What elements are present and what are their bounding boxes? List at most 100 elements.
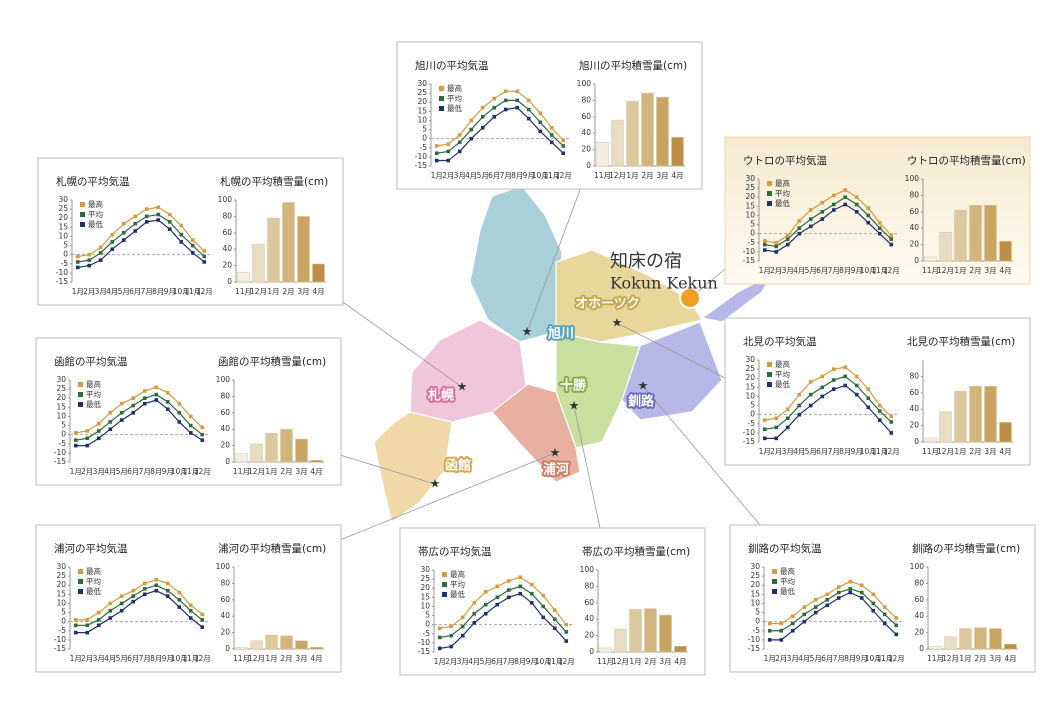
y-tick-label: 20 xyxy=(420,583,430,592)
legend-label: 平均 xyxy=(88,209,103,219)
point xyxy=(472,601,477,605)
series-line xyxy=(75,393,203,441)
legend-label: 最低 xyxy=(86,586,101,596)
point xyxy=(790,621,795,626)
point xyxy=(877,231,882,236)
point xyxy=(188,431,193,435)
point xyxy=(762,418,767,422)
point xyxy=(889,414,894,419)
x-tick-label: 12月 xyxy=(883,266,900,275)
y-tick-label: 80 xyxy=(584,581,594,590)
point xyxy=(854,383,859,388)
point xyxy=(472,611,477,616)
connector xyxy=(526,189,581,333)
point xyxy=(156,218,161,222)
x-tick-label: 1月 xyxy=(764,654,776,663)
y-tick-label: 80 xyxy=(220,578,230,587)
point xyxy=(774,436,779,441)
x-tick-label: 1月 xyxy=(759,266,771,275)
point xyxy=(785,233,790,238)
point xyxy=(200,618,205,622)
y-tick-label: -15 xyxy=(748,644,760,653)
chart-title: 北見の平均積雪量(cm) xyxy=(907,335,1015,348)
point xyxy=(802,619,807,624)
point xyxy=(762,436,767,441)
x-tick-label: 2月 xyxy=(442,171,454,180)
point xyxy=(541,604,546,609)
chart-title: 旭川の平均気温 xyxy=(415,59,489,72)
point xyxy=(894,616,899,620)
x-tick-label: 10月 xyxy=(860,266,877,275)
point xyxy=(142,587,147,591)
point xyxy=(854,374,859,379)
series-line xyxy=(77,213,205,263)
y-tick-label: 30 xyxy=(745,355,755,364)
point xyxy=(85,623,90,628)
x-tick-label: 9月 xyxy=(162,654,174,663)
point xyxy=(843,374,848,379)
legend-swatch xyxy=(767,362,772,367)
y-tick-label: 40 xyxy=(581,128,591,137)
legend-swatch xyxy=(78,402,83,407)
bar xyxy=(954,390,967,443)
point xyxy=(188,414,193,419)
legend-label: 平均 xyxy=(86,576,101,586)
legend-swatch xyxy=(78,569,83,574)
x-tick-label: 1月 xyxy=(431,171,443,180)
x-tick-label: 2月 xyxy=(969,447,981,456)
x-tick-label: 11月 xyxy=(594,171,611,180)
y-tick-label: 100 xyxy=(580,565,595,574)
x-tick-label: 8月 xyxy=(844,654,856,663)
x-tick-label: 10月 xyxy=(865,654,882,663)
x-tick-label: 12月 xyxy=(612,657,629,666)
series-line xyxy=(75,386,203,434)
point xyxy=(154,577,159,582)
legend-swatch xyxy=(78,589,83,594)
point xyxy=(889,237,894,241)
point xyxy=(480,105,485,110)
point xyxy=(110,247,115,251)
legend-swatch xyxy=(767,191,772,196)
x-tick-label: 7月 xyxy=(828,266,840,275)
point xyxy=(165,407,170,411)
series-line xyxy=(77,219,205,269)
x-tick-label: 11月 xyxy=(922,266,939,275)
point xyxy=(202,249,207,253)
x-tick-label: 6月 xyxy=(816,447,828,456)
point xyxy=(506,595,511,600)
chart-title: ウトロの平均積雪量(cm) xyxy=(907,154,1026,167)
point xyxy=(552,617,557,621)
point xyxy=(142,592,147,597)
point xyxy=(854,195,859,200)
y-tick-label: 15 xyxy=(420,592,430,601)
x-tick-label: 10月 xyxy=(171,654,188,663)
legend-label: 最低 xyxy=(86,399,101,409)
y-tick-label: -5 xyxy=(753,626,761,635)
point xyxy=(119,411,124,415)
series-line xyxy=(764,189,892,244)
point xyxy=(767,638,772,642)
y-tick-label: 30 xyxy=(420,565,430,574)
x-tick-label: 12月 xyxy=(937,447,954,456)
bar xyxy=(939,232,952,262)
legend-label: 最低 xyxy=(780,586,795,596)
x-tick-label: 3月 xyxy=(454,171,466,180)
point xyxy=(457,149,462,154)
y-tick-label: 5 xyxy=(750,401,755,410)
point xyxy=(843,188,848,192)
point xyxy=(108,616,113,620)
point xyxy=(877,418,882,422)
connectors xyxy=(339,189,761,541)
x-tick-label: 4月 xyxy=(312,287,324,296)
y-tick-label: 15 xyxy=(56,589,66,598)
x-tick-label: 1月 xyxy=(959,654,971,663)
legend-label: 最高 xyxy=(447,83,462,93)
y-tick-label: 15 xyxy=(56,402,66,411)
y-tick-label: 40 xyxy=(909,223,919,232)
bar xyxy=(267,217,280,283)
bar xyxy=(984,204,997,262)
point xyxy=(177,598,182,602)
point xyxy=(848,587,853,591)
point xyxy=(767,621,772,626)
lodge-marker xyxy=(679,287,701,309)
